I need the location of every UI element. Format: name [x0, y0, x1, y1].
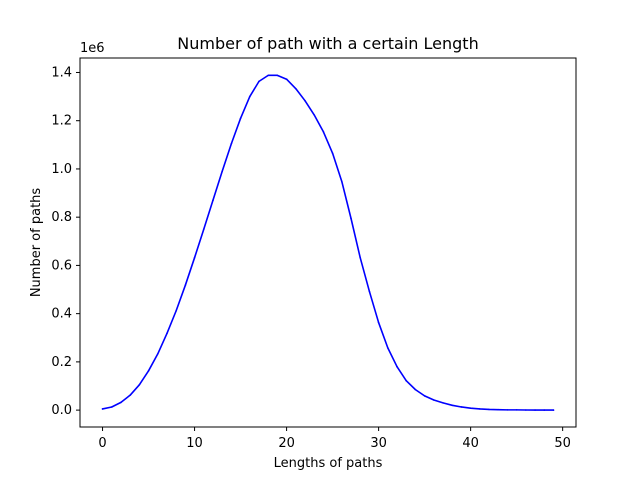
x-tick-label: 0: [98, 436, 106, 451]
y-offset-label: 1e6: [80, 41, 105, 56]
y-tick-label: 0.2: [51, 355, 72, 370]
data-point: [175, 309, 177, 312]
data-point: [479, 408, 481, 410]
data-point: [451, 404, 454, 407]
data-point: [488, 408, 490, 411]
data-point: [230, 142, 233, 145]
data-point: [258, 80, 260, 83]
x-tick-label: 40: [462, 436, 479, 451]
data-point: [138, 383, 141, 386]
data-point: [156, 353, 159, 355]
y-axis-label: Number of paths: [29, 188, 44, 298]
data-point: [285, 78, 288, 81]
plot-area: [80, 58, 576, 427]
data-point: [221, 170, 223, 173]
data-point: [313, 114, 315, 116]
y-tick-label: 0.8: [51, 210, 72, 225]
data-point: [331, 152, 334, 155]
data-point: [469, 407, 472, 409]
data-point: [304, 99, 306, 102]
data-point: [396, 365, 398, 368]
data-point: [166, 332, 168, 335]
data-point: [341, 180, 343, 183]
data-point: [110, 406, 113, 408]
x-tick-label: 10: [186, 436, 203, 451]
x-axis-label: Lengths of paths: [274, 456, 383, 471]
data-point: [101, 408, 104, 410]
y-tick-label: 1.2: [51, 114, 72, 129]
data-point: [525, 409, 527, 411]
series-line-0: [101, 74, 555, 411]
y-tick-label: 0.6: [51, 258, 72, 273]
data-point: [405, 379, 408, 382]
y-tick-label: 0.0: [51, 403, 72, 418]
y-tick-label: 1.0: [51, 162, 72, 177]
x-tick-label: 20: [278, 436, 295, 451]
data-point: [506, 409, 509, 411]
plot-frame: [79, 57, 577, 428]
y-tick-label: 0.4: [51, 307, 72, 322]
chart-title: Number of path with a certain Length: [177, 34, 478, 53]
data-point: [433, 399, 435, 401]
data-point: [248, 95, 251, 98]
data-point: [202, 228, 205, 231]
series-layer: [101, 74, 555, 411]
tick-layer: 0 10 20 30 40 50 0.0 0.2 0.4 0.6 0.8 1.0 1.2 1.4: [51, 65, 571, 451]
data-point: [239, 117, 242, 120]
data-point: [147, 370, 150, 372]
data-point: [387, 347, 389, 349]
data-point: [377, 321, 380, 324]
data-point: [368, 290, 371, 293]
data-point: [359, 256, 362, 259]
data-point: [414, 388, 417, 391]
data-point: [460, 406, 463, 408]
data-point: [129, 394, 131, 396]
y-tick-label: 1.4: [51, 65, 72, 80]
data-point: [294, 87, 297, 90]
data-point: [515, 409, 518, 411]
data-point: [552, 409, 555, 411]
data-point: [322, 131, 325, 133]
data-point: [543, 409, 546, 411]
x-tick-label: 50: [554, 436, 571, 451]
data-point: [212, 199, 214, 202]
data-point: [193, 256, 196, 259]
data-point: [276, 74, 279, 77]
data-point: [350, 217, 352, 220]
data-point: [534, 409, 536, 411]
x-tick-label: 30: [370, 436, 387, 451]
data-point: [497, 408, 500, 411]
data-point: [184, 284, 187, 286]
data-point: [442, 402, 444, 404]
data-point: [267, 74, 269, 77]
data-point: [120, 401, 122, 404]
data-point: [423, 395, 426, 397]
